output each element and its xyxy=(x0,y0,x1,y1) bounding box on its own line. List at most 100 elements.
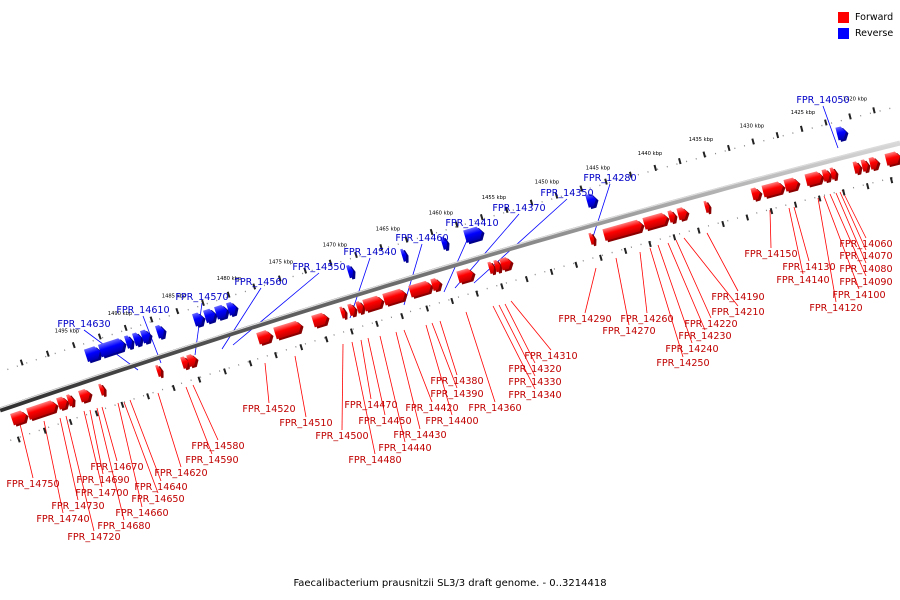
leader-line xyxy=(232,272,320,346)
track-tick xyxy=(751,138,755,145)
gene-label: FPR_14400 xyxy=(425,416,478,427)
legend: Forward Reverse xyxy=(838,9,898,41)
gene-label: FPR_14640 xyxy=(134,482,187,493)
track-tick xyxy=(248,360,253,367)
forward-gene-block xyxy=(642,212,670,232)
gene-blocks xyxy=(10,126,900,427)
gene-label: FPR_14690 xyxy=(76,475,129,486)
track-tick xyxy=(223,368,227,375)
gene-label: FPR_14560 xyxy=(234,277,287,288)
leader-line xyxy=(615,257,630,326)
reverse-gene-block xyxy=(585,193,599,210)
leader-line xyxy=(425,324,453,416)
kbp-tick-label: 1480 kbp xyxy=(217,276,242,282)
track-tick xyxy=(175,307,180,315)
track-tick xyxy=(623,247,628,255)
forward-gene-block xyxy=(493,259,503,274)
track-tick xyxy=(604,178,608,185)
forward-gene-block xyxy=(667,210,678,225)
track-tick xyxy=(653,164,658,172)
leader-line xyxy=(788,207,804,275)
track-tick xyxy=(252,283,257,290)
gene-label: FPR_14700 xyxy=(75,488,128,499)
track-tick xyxy=(328,259,333,266)
gene-label: FPR_14130 xyxy=(782,262,835,273)
reverse-gene-block xyxy=(139,329,153,345)
gene-labels: FPR_14050 FPR_14280 FPR_14350 FPR_14370 FPR_… xyxy=(6,95,892,543)
leader-line xyxy=(367,337,386,416)
leader-line xyxy=(59,417,79,501)
reverse-gene-block xyxy=(463,226,485,245)
track-tick xyxy=(120,401,125,408)
gene-label: FPR_14480 xyxy=(348,455,401,466)
gene-label: FPR_14500 xyxy=(315,431,368,442)
gene-label: FPR_14550 xyxy=(292,262,345,273)
track-tick xyxy=(146,393,150,400)
strand-tracks xyxy=(0,107,900,443)
track-tick xyxy=(727,144,731,152)
gene-label: FPR_14150 xyxy=(744,249,797,260)
gene-label: FPR_14660 xyxy=(115,508,168,519)
reverse-gene-block xyxy=(123,335,135,351)
track-tick xyxy=(648,240,652,248)
reverse-gene-block xyxy=(835,126,849,142)
forward-gene-block xyxy=(602,219,645,243)
leader-line xyxy=(129,399,162,482)
kbp-tick-label: 1430 kbp xyxy=(740,123,765,129)
leader-line xyxy=(706,232,739,292)
track-tick xyxy=(872,107,876,114)
track-tick xyxy=(574,261,579,268)
track-tick xyxy=(400,312,404,320)
gene-label: FPR_14620 xyxy=(154,468,207,479)
track-tick xyxy=(841,189,846,196)
track-tick xyxy=(672,234,677,241)
track-tick xyxy=(324,336,329,343)
gene-label: FPR_14360 xyxy=(468,403,521,414)
track-tick xyxy=(475,290,479,297)
kbp-tick-label: 1485 kbp xyxy=(162,294,187,300)
forward-gene-block xyxy=(98,383,107,398)
leader-line xyxy=(465,311,496,403)
gene-label: FPR_14410 xyxy=(445,218,498,229)
leader-line xyxy=(65,415,95,532)
gene-label: FPR_14460 xyxy=(395,233,448,244)
gene-label: FPR_14230 xyxy=(678,331,731,342)
forward-gene-block xyxy=(676,207,690,222)
forward-gene-block xyxy=(499,257,514,272)
track-tick xyxy=(274,352,278,359)
gene-label: FPR_14190 xyxy=(711,292,764,303)
leader-line xyxy=(835,192,867,264)
reverse-gene-block xyxy=(346,264,356,280)
leader-line xyxy=(817,197,837,303)
reverse-gene-block xyxy=(214,304,230,321)
track-tick xyxy=(769,207,774,215)
leader-line xyxy=(584,267,597,314)
gene-label: FPR_14470 xyxy=(344,400,397,411)
track-tick xyxy=(349,328,354,335)
forward-gene-block xyxy=(10,410,29,427)
gene-label: FPR_14090 xyxy=(839,277,892,288)
track-tick xyxy=(525,275,529,283)
forward-gene-block xyxy=(382,288,408,307)
forward-gene-block xyxy=(186,354,199,369)
gene-label: FPR_14330 xyxy=(508,377,561,388)
leader-line xyxy=(96,407,125,521)
forward-gene-block xyxy=(884,151,900,168)
forward-gene-block xyxy=(852,161,863,176)
reverse-gene-block xyxy=(154,324,167,340)
gene-label: FPR_14350 xyxy=(540,188,593,199)
track-tick xyxy=(429,228,434,236)
reverse-gene-block xyxy=(192,312,206,328)
gene-label: FPR_14390 xyxy=(430,389,483,400)
legend-item-forward: Forward xyxy=(838,9,898,25)
leader-line xyxy=(403,329,433,403)
leader-line xyxy=(431,322,458,389)
forward-swatch xyxy=(838,11,849,23)
track-tick xyxy=(299,344,304,351)
reverse-swatch xyxy=(838,27,849,39)
track-tick xyxy=(865,183,870,190)
gene-label: FPR_14250 xyxy=(656,358,709,369)
forward-gene-block xyxy=(750,187,763,202)
leader-line xyxy=(504,303,536,364)
leader-line xyxy=(841,189,867,239)
